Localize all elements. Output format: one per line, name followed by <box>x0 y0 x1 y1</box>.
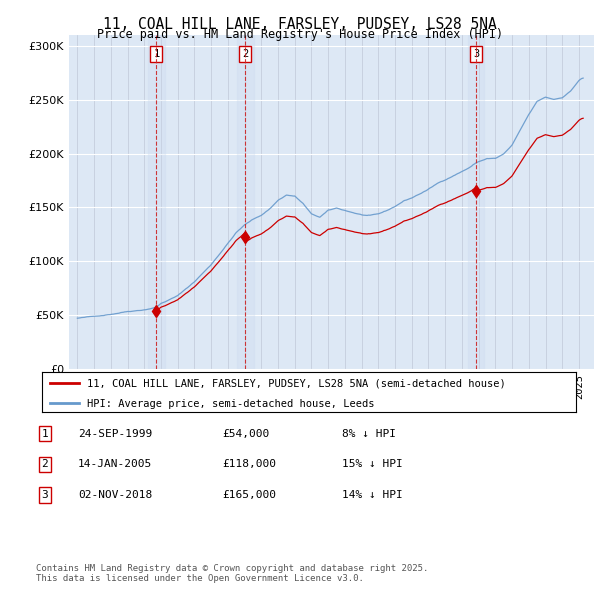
Text: HPI: Average price, semi-detached house, Leeds: HPI: Average price, semi-detached house,… <box>88 399 375 409</box>
Text: 3: 3 <box>41 490 49 500</box>
Text: 02-NOV-2018: 02-NOV-2018 <box>78 490 152 500</box>
Text: 8% ↓ HPI: 8% ↓ HPI <box>342 429 396 438</box>
Text: Contains HM Land Registry data © Crown copyright and database right 2025.
This d: Contains HM Land Registry data © Crown c… <box>36 563 428 583</box>
Text: 1: 1 <box>154 49 160 58</box>
Text: 11, COAL HILL LANE, FARSLEY, PUDSEY, LS28 5NA: 11, COAL HILL LANE, FARSLEY, PUDSEY, LS2… <box>103 17 497 31</box>
Text: 3: 3 <box>473 49 479 58</box>
Text: 11, COAL HILL LANE, FARSLEY, PUDSEY, LS28 5NA (semi-detached house): 11, COAL HILL LANE, FARSLEY, PUDSEY, LS2… <box>88 379 506 389</box>
Text: 15% ↓ HPI: 15% ↓ HPI <box>342 460 403 469</box>
Text: 14-JAN-2005: 14-JAN-2005 <box>78 460 152 469</box>
Bar <box>467 35 484 369</box>
Text: £54,000: £54,000 <box>222 429 269 438</box>
Text: 2: 2 <box>41 460 49 469</box>
Text: 1: 1 <box>41 429 49 438</box>
Bar <box>237 35 254 369</box>
Text: £118,000: £118,000 <box>222 460 276 469</box>
Text: 2: 2 <box>242 49 248 58</box>
Text: 14% ↓ HPI: 14% ↓ HPI <box>342 490 403 500</box>
Text: Price paid vs. HM Land Registry's House Price Index (HPI): Price paid vs. HM Land Registry's House … <box>97 28 503 41</box>
Text: 24-SEP-1999: 24-SEP-1999 <box>78 429 152 438</box>
Bar <box>148 35 165 369</box>
Text: £165,000: £165,000 <box>222 490 276 500</box>
